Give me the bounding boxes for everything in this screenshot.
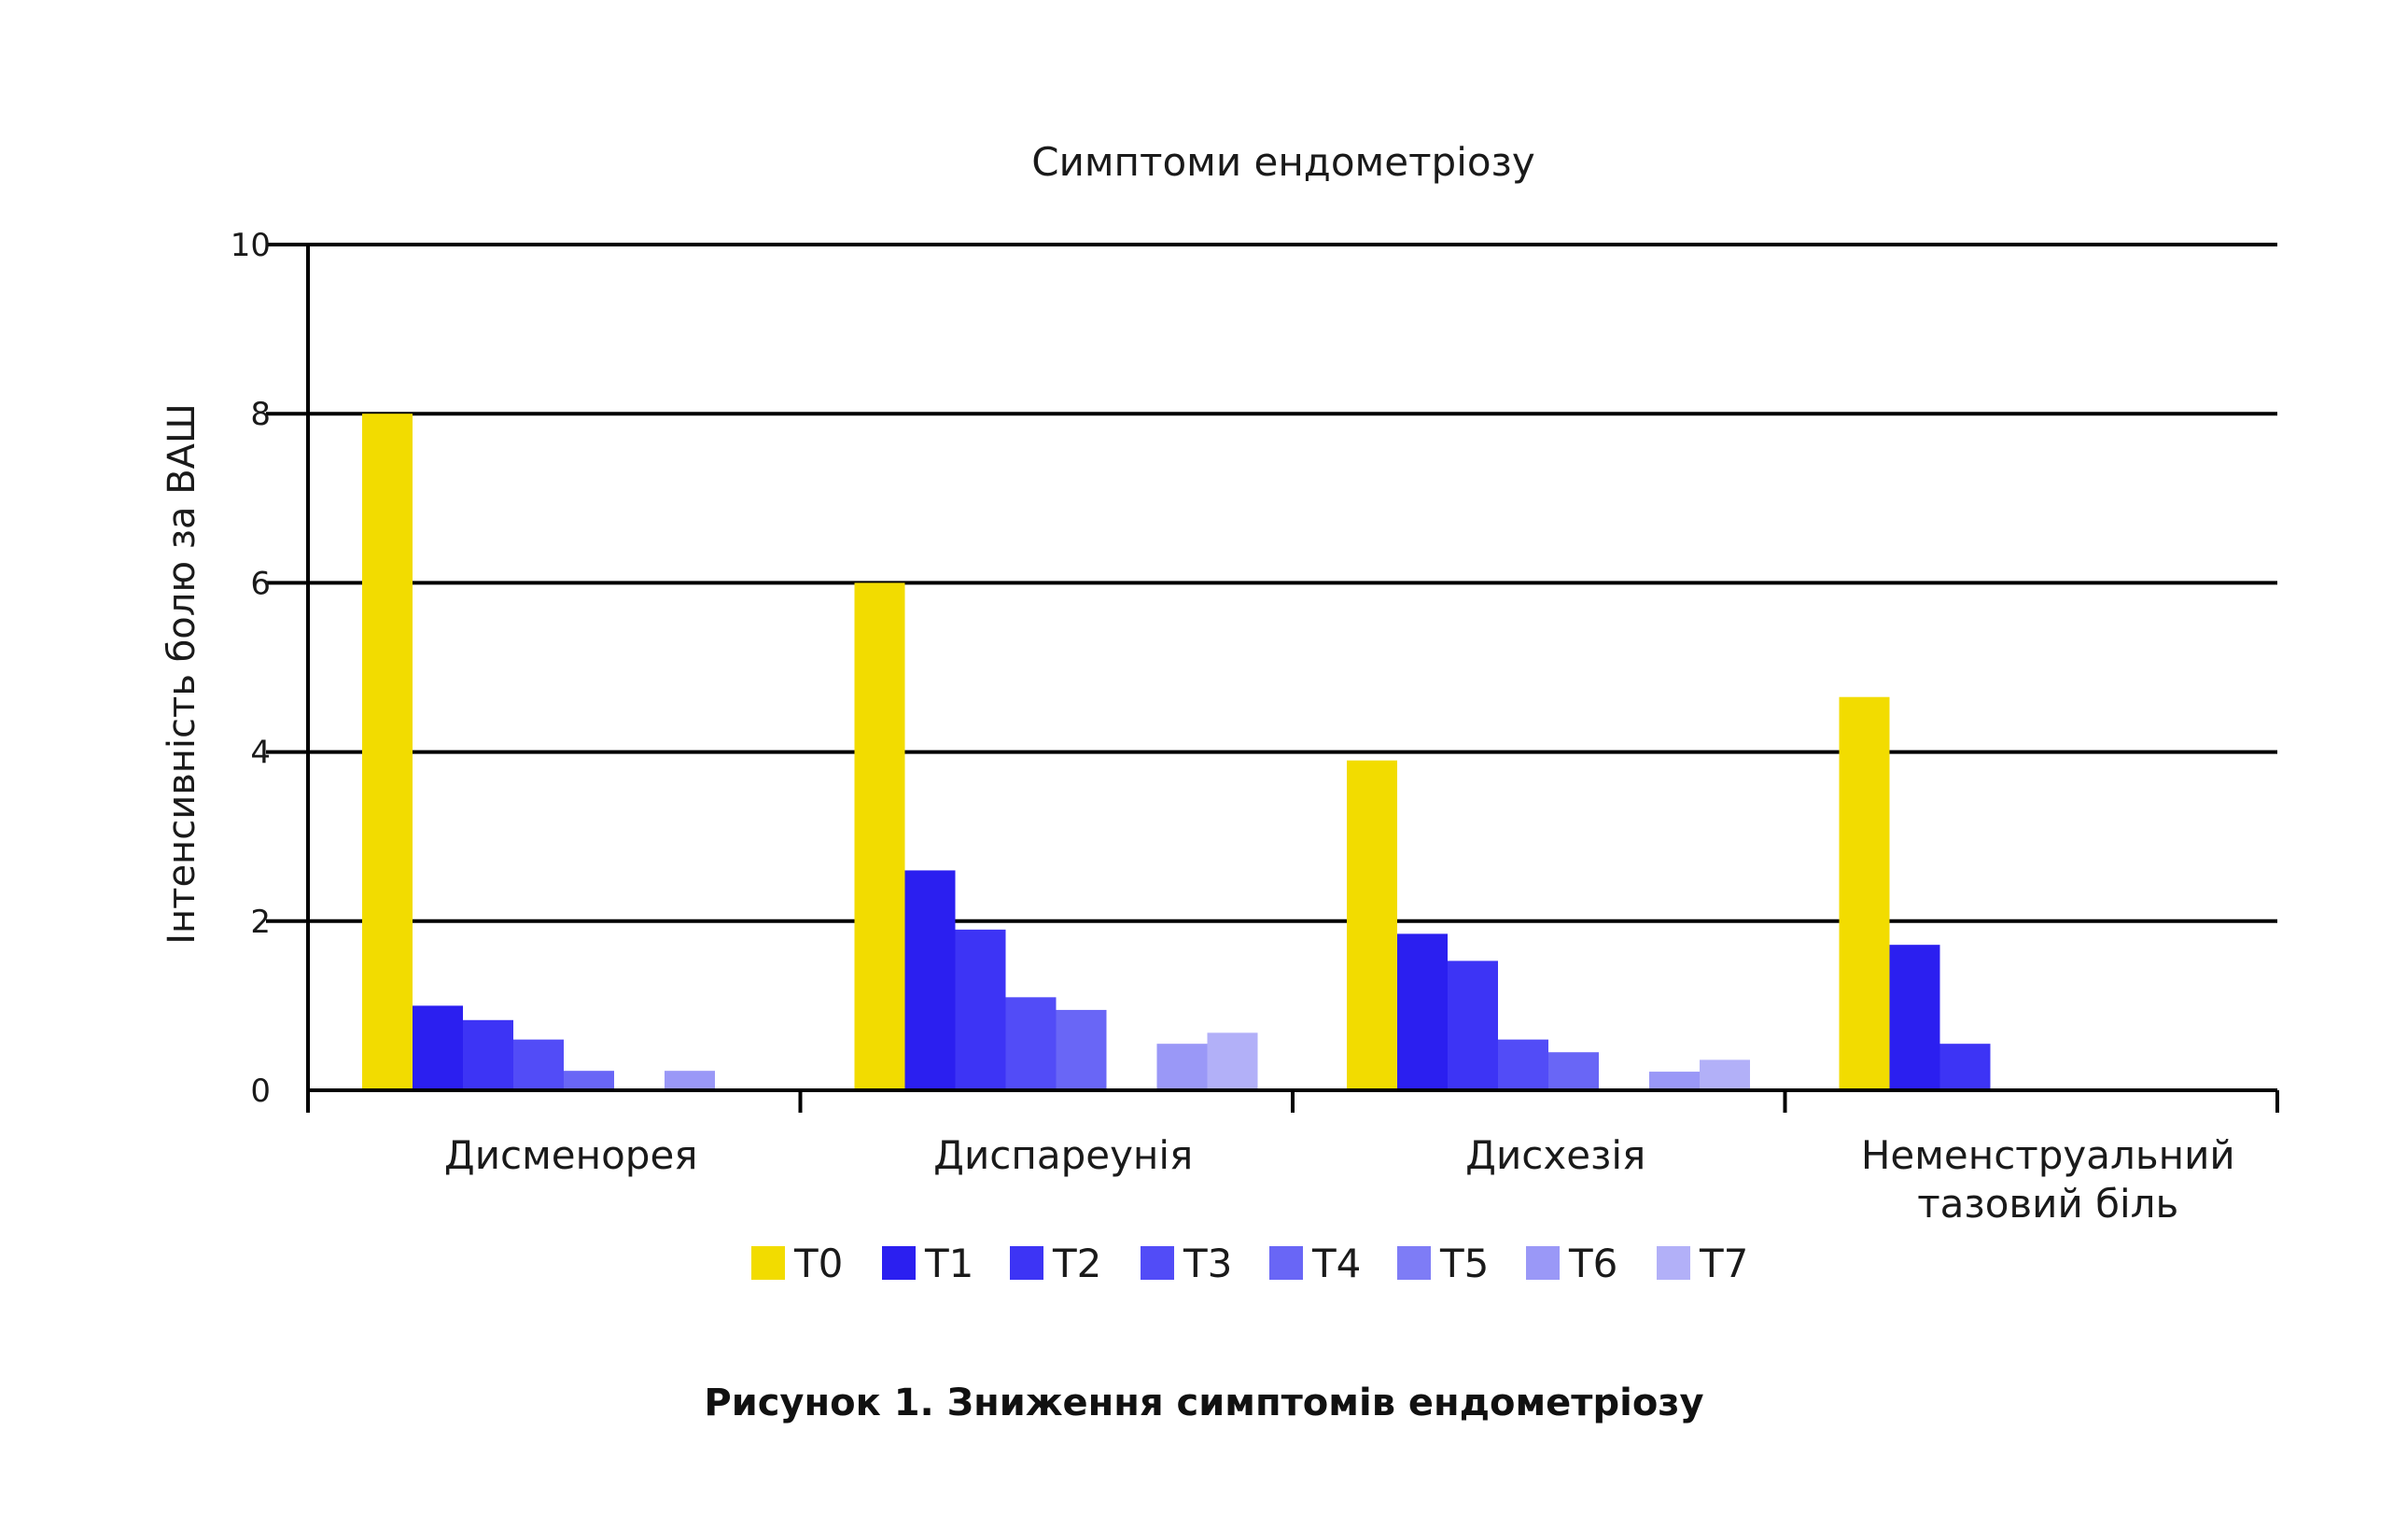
- bar-t0: [362, 414, 413, 1090]
- x-category-label: Дисхезія: [1465, 1132, 1645, 1178]
- bar-t4: [1548, 1052, 1599, 1090]
- bar-t6: [1649, 1072, 1700, 1090]
- bar-t3: [513, 1039, 564, 1090]
- y-tick-label: 6: [250, 565, 271, 602]
- legend-label: T7: [1699, 1241, 1748, 1286]
- x-category-label: Диспареунія: [933, 1132, 1193, 1178]
- y-tick-label: 10: [231, 227, 271, 264]
- bar-t1: [1889, 945, 1940, 1090]
- legend-swatch: [1657, 1246, 1690, 1280]
- bar-t1: [904, 870, 956, 1090]
- bar-t2: [1939, 1044, 1991, 1090]
- legend-swatch: [882, 1246, 916, 1280]
- bar-t1: [413, 1005, 463, 1090]
- bar-t4: [1056, 1009, 1107, 1090]
- x-category-label: тазовий біль: [1917, 1181, 2178, 1227]
- y-axis-title: Інтенсивність болю за ВАШ: [161, 403, 203, 945]
- bar-t2: [1448, 961, 1498, 1090]
- legend-label: T3: [1183, 1241, 1232, 1286]
- y-tick-label: 2: [250, 904, 271, 941]
- y-tick-label: 0: [250, 1073, 271, 1110]
- labels: Симптоми ендометріозу 0 2 4 6 8 10 Дисменорея Ди…: [161, 139, 2235, 1227]
- y-tick-label: 4: [250, 735, 271, 772]
- figure-caption: Рисунок 1. Зниження симптомів ендометріо…: [704, 1382, 1704, 1424]
- bars: [362, 414, 1991, 1090]
- bar-t6: [1156, 1044, 1208, 1090]
- bar-t1: [1397, 933, 1448, 1090]
- legend-label: T1: [924, 1241, 973, 1286]
- legend-label: T2: [1052, 1241, 1101, 1286]
- bar-t7: [1700, 1059, 1750, 1090]
- bar-t3: [1005, 997, 1057, 1090]
- legend-swatch: [1010, 1246, 1043, 1280]
- legend-swatch: [1397, 1246, 1431, 1280]
- legend-label: T0: [793, 1241, 843, 1286]
- bar-t0: [1347, 760, 1397, 1090]
- legend-swatch: [751, 1246, 785, 1280]
- legend: T0 T1 T2 T3 T4 T5 T6 T7: [751, 1241, 1748, 1286]
- bar-t4: [564, 1071, 614, 1090]
- x-category-label: Неменструальний: [1861, 1132, 2235, 1178]
- bar-t7: [1207, 1032, 1258, 1090]
- axes: [306, 245, 2279, 1113]
- legend-label: T5: [1439, 1241, 1489, 1286]
- y-tick-label: 8: [250, 396, 271, 433]
- bar-t2: [955, 929, 1006, 1090]
- x-category-label: Дисменорея: [444, 1132, 698, 1178]
- bar-t0: [1839, 696, 1890, 1090]
- legend-swatch: [1526, 1246, 1560, 1280]
- legend-label: T6: [1568, 1241, 1617, 1286]
- legend-label: T4: [1311, 1241, 1361, 1286]
- gridlines: [266, 243, 2277, 923]
- bar-t0: [854, 582, 905, 1090]
- bar-t2: [463, 1019, 513, 1090]
- chart-title: Симптоми ендометріозу: [1031, 139, 1535, 185]
- legend-swatch: [1269, 1246, 1303, 1280]
- legend-swatch: [1141, 1246, 1174, 1280]
- bar-t3: [1498, 1039, 1548, 1090]
- bar-t6: [665, 1071, 715, 1090]
